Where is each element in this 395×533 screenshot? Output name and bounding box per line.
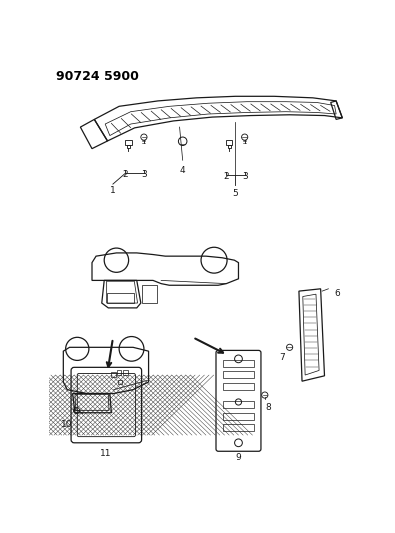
Text: 11: 11 xyxy=(100,449,112,458)
Bar xyxy=(111,372,116,377)
Bar xyxy=(223,424,254,431)
Text: 90724 5900: 90724 5900 xyxy=(56,70,139,83)
Text: 3: 3 xyxy=(141,170,147,179)
Bar xyxy=(223,360,254,367)
Bar xyxy=(117,370,121,375)
Text: 10: 10 xyxy=(61,419,72,429)
Bar xyxy=(223,371,254,378)
Bar xyxy=(228,145,231,148)
Text: 8: 8 xyxy=(266,403,272,412)
Text: 7: 7 xyxy=(279,353,285,362)
Text: 1: 1 xyxy=(110,185,116,195)
Text: 6: 6 xyxy=(335,289,340,298)
Bar xyxy=(123,370,128,375)
Text: 3: 3 xyxy=(242,172,248,181)
Bar xyxy=(223,401,254,408)
Text: 5: 5 xyxy=(233,189,238,198)
Text: 2: 2 xyxy=(122,170,128,179)
Bar xyxy=(226,140,232,145)
Text: 9: 9 xyxy=(235,453,241,462)
Bar xyxy=(223,383,254,390)
Bar xyxy=(125,140,132,145)
Text: 4: 4 xyxy=(180,166,186,175)
Text: 2: 2 xyxy=(223,172,229,181)
Bar xyxy=(127,145,130,148)
Bar xyxy=(118,379,122,384)
Bar xyxy=(223,413,254,419)
